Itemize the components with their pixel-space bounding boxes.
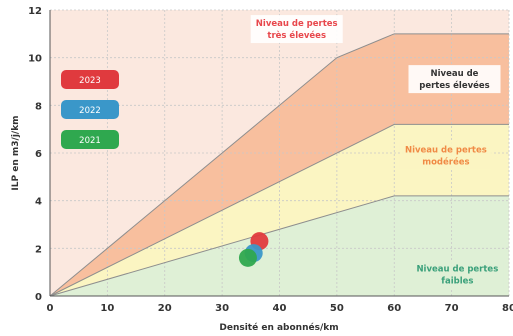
x-tick-label: 0 <box>47 303 54 314</box>
x-tick-label: 70 <box>445 303 459 314</box>
zone-boundary-line <box>49 33 509 297</box>
legend-label-2022: 2022 <box>79 106 101 116</box>
x-tick-label: 20 <box>158 303 172 314</box>
boundaries-layer <box>49 33 509 297</box>
y-tick-label: 10 <box>28 54 42 65</box>
zone-label-text: très élevées <box>267 30 326 41</box>
legend-swatch-2021 <box>61 130 119 149</box>
legend-swatch-2023 <box>61 70 119 89</box>
x-tick-label: 50 <box>330 303 344 314</box>
x-tick-label: 40 <box>273 303 287 314</box>
legend-label-2021: 2021 <box>79 136 101 146</box>
ticks-layer: 0 10 20 30 40 50 60 70 80 0 2 4 6 8 10 12 <box>28 6 513 314</box>
y-tick-label: 0 <box>35 292 42 303</box>
y-tick-label: 12 <box>28 6 42 17</box>
zone-label-text: Niveau de pertes <box>405 145 487 155</box>
zone-label-box <box>411 260 504 289</box>
zone-label-text: pertes élevées <box>419 80 489 91</box>
y-tick-label: 4 <box>35 197 42 208</box>
y-tick-label: 2 <box>35 244 42 255</box>
zone-boundary-line <box>49 195 509 297</box>
y-axis-label: ILP en m3/j/km <box>11 115 21 190</box>
zone-label-box <box>250 15 343 44</box>
points-layer <box>238 232 269 267</box>
zone-label-text: Niveau de pertes <box>256 19 338 29</box>
legend-swatch-2022 <box>61 100 119 119</box>
zone-label-box <box>408 65 501 94</box>
y-tick-label: 6 <box>35 149 42 160</box>
zone-label-text: Niveau de pertes <box>416 265 498 275</box>
legend: 2023 2022 2021 <box>61 70 119 149</box>
zone-label-box <box>399 141 492 170</box>
x-tick-label: 30 <box>215 303 229 314</box>
zone-label-text: Niveau de <box>431 69 479 79</box>
zone-boundary-line <box>49 123 509 297</box>
legend-label-2023: 2023 <box>79 76 101 86</box>
data-point-2021 <box>238 248 257 267</box>
x-axis-label: Densité en abonnés/km <box>219 322 338 333</box>
x-tick-label: 80 <box>502 303 513 314</box>
zone-label-text: modérées <box>422 156 469 167</box>
zone-label-text: faibles <box>441 277 473 287</box>
x-tick-label: 10 <box>100 303 114 314</box>
x-tick-label: 60 <box>387 303 401 314</box>
y-tick-label: 8 <box>35 101 42 112</box>
